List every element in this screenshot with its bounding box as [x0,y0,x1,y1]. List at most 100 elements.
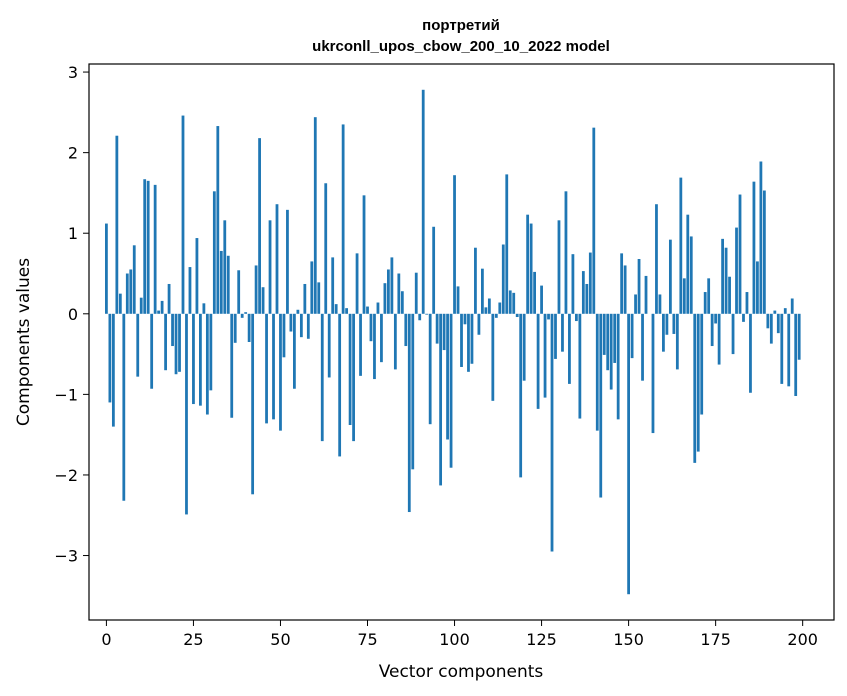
bar-66 [334,304,338,314]
bar-61 [317,282,321,314]
bar-95 [435,313,439,344]
bar-15 [157,310,161,314]
bar-43 [254,265,258,314]
bar-176 [717,313,721,365]
bar-128 [550,313,554,552]
bar-4 [118,293,122,314]
bar-199 [797,313,801,360]
y-tick-label: −1 [54,385,78,404]
bar-54 [293,313,296,389]
bar-60 [313,117,317,314]
bar-18 [167,283,171,314]
bar-47 [268,220,272,314]
bar-29 [205,313,209,415]
bar-69 [345,308,349,314]
bar-162 [668,239,672,314]
bar-50 [279,313,282,431]
bar-33 [219,250,223,314]
bar-144 [606,313,610,371]
bar-182 [738,194,742,314]
bar-51 [282,313,286,358]
bar-164 [675,313,679,370]
bar-3 [115,135,119,314]
bar-102 [460,313,463,367]
chart-subtitle: ukrconll_upos_cbow_200_10_2022 model [312,38,610,55]
bar-22 [181,115,185,314]
bar-149 [623,265,627,314]
bar-134 [571,254,575,314]
bar-122 [529,223,533,314]
bar-155 [644,275,648,314]
bar-168 [689,236,693,314]
bar-94 [432,226,436,314]
y-tick-label: 0 [68,305,78,324]
bar-17 [164,313,167,371]
bar-157 [651,313,655,434]
bar-38 [237,270,241,314]
bar-44 [258,138,261,314]
bar-166 [682,278,686,314]
bar-184 [745,292,749,314]
bar-194 [780,313,784,384]
bar-7 [129,269,133,314]
bar-180 [731,313,735,355]
bar-45 [261,287,265,314]
bar-62 [320,313,324,442]
bar-123 [533,271,536,314]
bar-116 [508,290,512,314]
bars-group [105,89,801,595]
bar-170 [696,313,700,452]
bar-26 [195,238,199,314]
bar-28 [202,303,206,314]
bar-48 [272,313,275,420]
bar-117 [512,292,516,314]
bar-19 [171,313,174,347]
bar-143 [602,313,606,355]
bar-151 [630,313,634,359]
bar-31 [212,191,216,314]
y-tick-label: 2 [68,144,78,163]
bar-175 [714,313,718,324]
bar-112 [494,313,498,318]
bar-150 [627,313,630,595]
bar-46 [265,313,268,424]
bar-161 [665,313,669,335]
bar-77 [373,313,376,380]
x-tick-label: 125 [526,630,557,649]
bar-84 [397,273,401,314]
bar-121 [526,214,530,314]
x-tick-label: 0 [101,630,111,649]
bar-59 [310,261,314,314]
bar-9 [136,313,140,377]
bar-174 [710,313,714,347]
bar-109 [484,307,488,314]
bar-27 [199,313,202,406]
x-tick-label: 175 [700,630,731,649]
bar-145 [609,313,613,390]
bar-119 [519,313,523,478]
bar-34 [223,220,227,314]
bar-71 [352,313,355,442]
bar-160 [662,313,665,352]
x-axis: 0 25 50 75 100 125 150 175 200 [101,620,818,649]
bar-65 [331,257,335,314]
y-tick-label: 3 [68,63,78,82]
bar-64 [327,313,331,378]
bar-114 [501,244,505,314]
bar-98 [446,313,449,440]
bar-80 [383,283,387,314]
bar-154 [641,313,644,381]
bar-90 [418,313,422,321]
bar-127 [547,313,550,320]
bar-53 [289,313,293,332]
bar-72 [355,253,359,314]
bar-97 [442,313,446,351]
bar-70 [348,313,352,425]
bar-108 [481,268,484,314]
bar-11 [143,179,147,314]
bar-83 [393,313,397,370]
bar-189 [762,190,766,314]
bar-177 [721,238,724,314]
bar-152 [634,294,637,314]
